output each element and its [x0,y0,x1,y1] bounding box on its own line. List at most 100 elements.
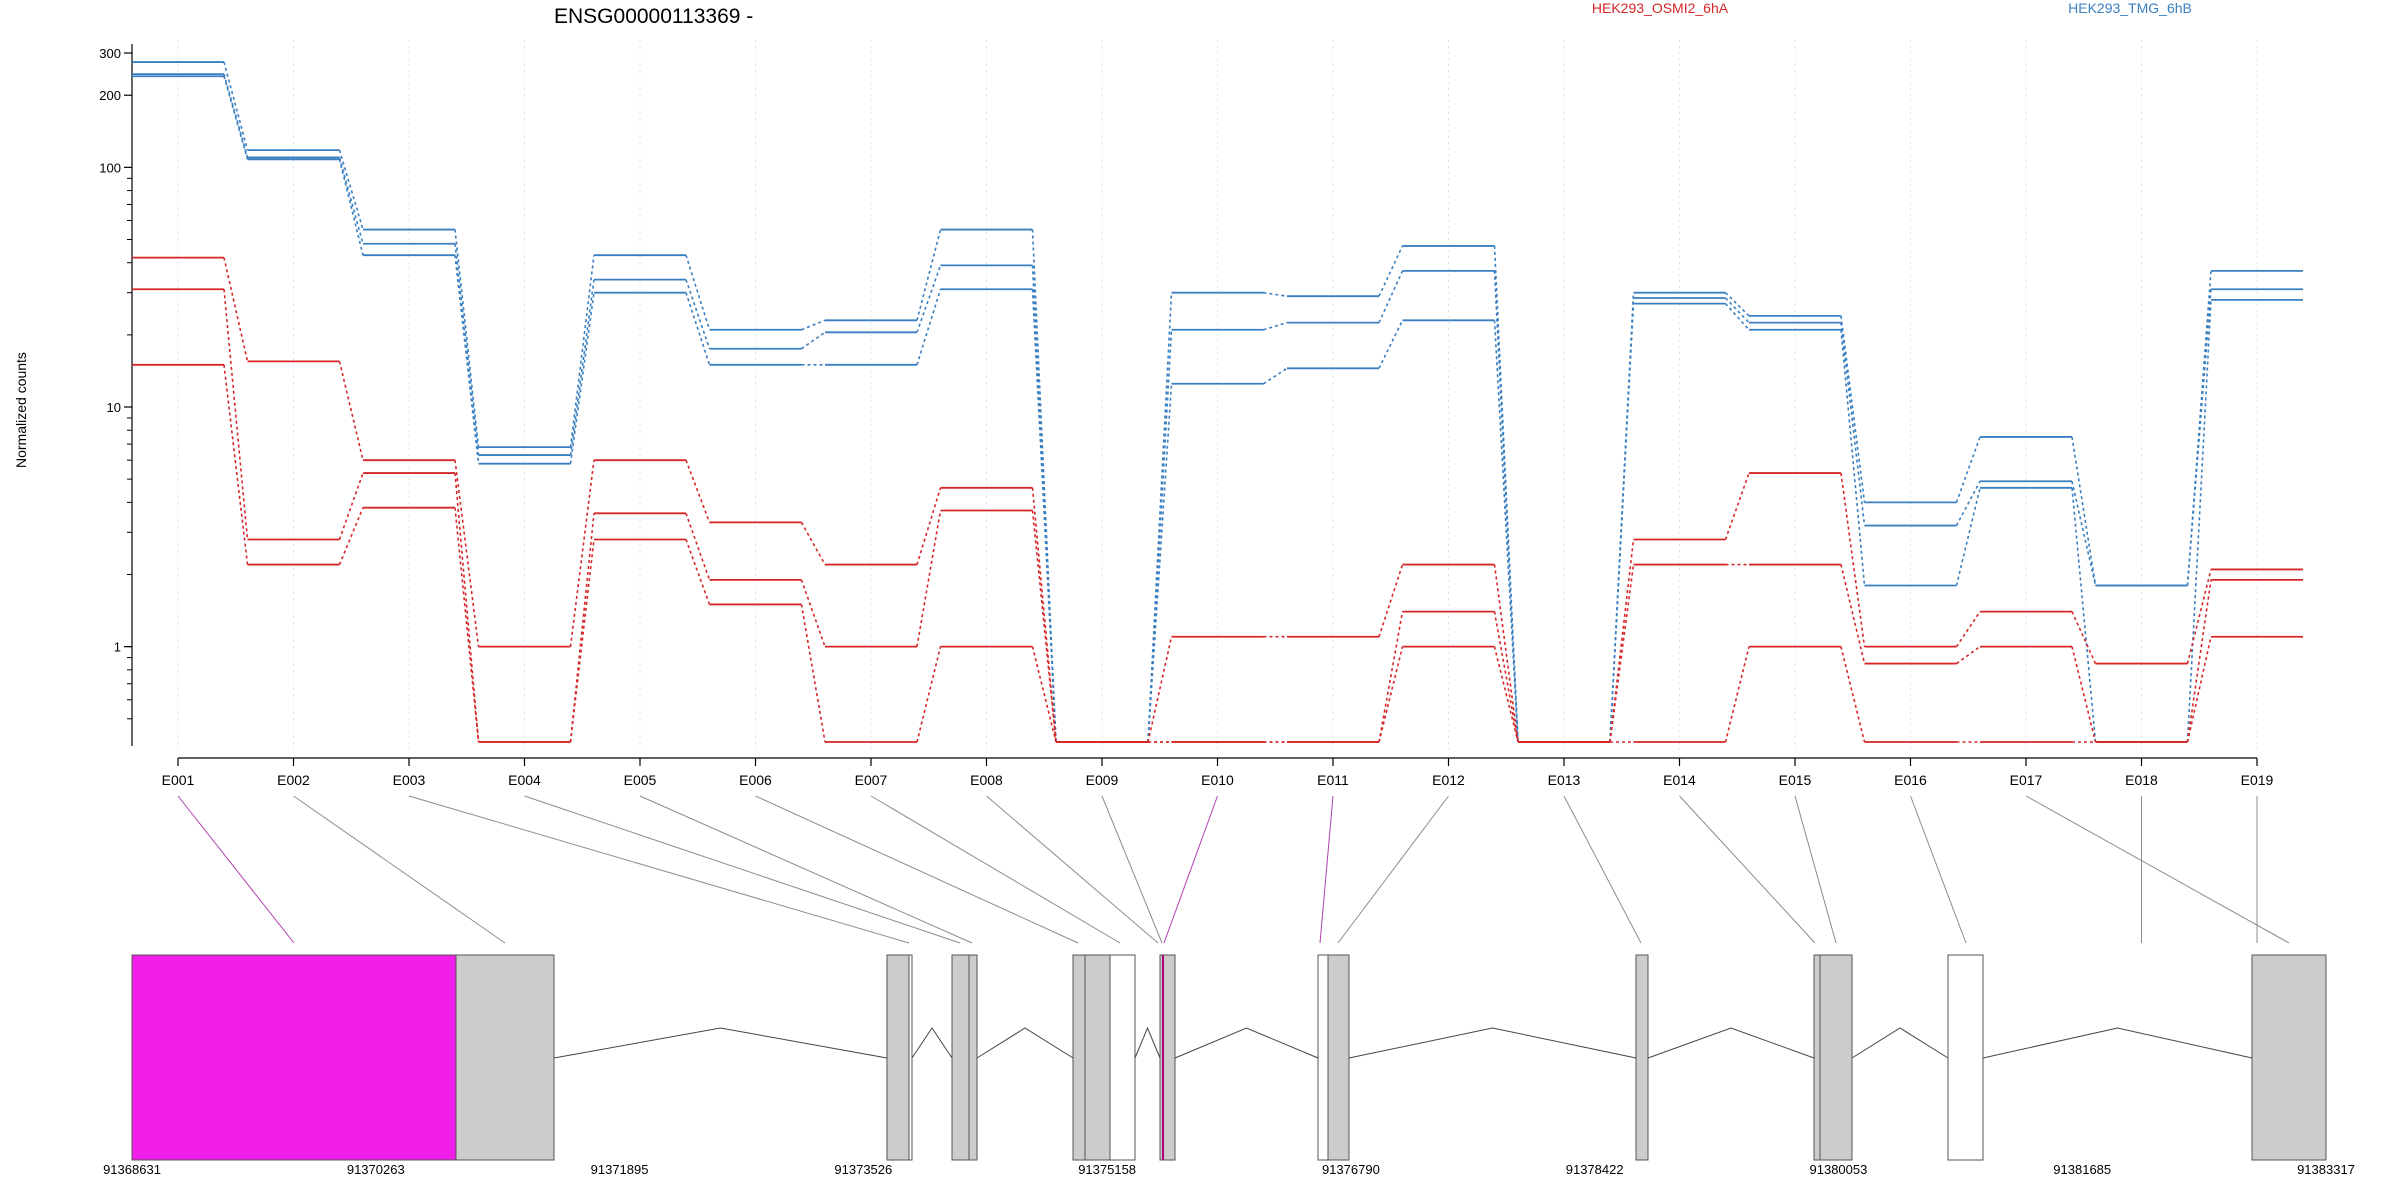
intron-line [553,1027,888,1059]
series-transition [1031,487,1057,743]
series-transition [800,579,826,647]
series-transition [801,319,826,331]
x-tick-label: E016 [1894,772,1927,788]
series-transition [1840,322,1866,526]
series-transition [2071,436,2097,586]
exon-connector [408,795,910,944]
series-transition [685,292,711,366]
exon-box [908,954,913,1161]
intron-line [1982,1027,2253,1059]
gene-model [131,954,2327,1161]
series-transition [338,149,364,230]
intron-line [976,1027,1074,1059]
exon-box [1109,954,1136,1161]
x-tick-label: E008 [970,772,1003,788]
series-transition [1955,487,1981,586]
series-transition [338,159,364,256]
series-transition [916,289,942,366]
series-transition [223,61,249,151]
series-transition [1378,611,1404,743]
exon-box [1327,954,1350,1161]
series-transition [1031,265,1057,743]
series-transition [2186,299,2212,743]
series-transition [338,507,364,565]
y-axis-label: Normalized counts [13,352,29,468]
series-transition [1840,472,1866,647]
series-transition [1724,472,1750,540]
exon-box [2251,954,2327,1161]
exon-box [455,954,555,1161]
series-transition [454,255,480,464]
series-transition [916,487,942,565]
y-tick-label: 100 [99,160,121,175]
intron-line [1647,1027,1815,1059]
coordinate-tick-label: 91381685 [2053,1162,2111,1177]
exon-connector [2025,795,2290,944]
x-axis: E001 E002 E003 E004 E005 E006 E007 E008 E009 E010… [162,757,2274,788]
intron-line [1174,1027,1319,1059]
series-transition [916,510,942,647]
series-transition [1378,245,1404,297]
coordinate-tick-label: 91376790 [1322,1162,1380,1177]
series-transition [916,646,942,743]
series-transition [1493,320,1519,743]
series-transition [2186,579,2212,743]
x-tick-label: E011 [1317,772,1349,788]
exon-connector [177,795,295,944]
series-line [132,75,2303,743]
exon-box [1947,954,1984,1161]
exon-box [1084,954,1111,1161]
coordinate-tick-label: 91368631 [103,1162,161,1177]
exon-box [1819,954,1853,1161]
series-transition [1493,270,1519,743]
intron-line [911,1027,953,1059]
exon-connector [1101,795,1163,944]
series-transition [1955,611,1981,648]
series-transition [1263,367,1288,385]
series-transition [1493,611,1519,743]
series-transition [1378,564,1404,637]
exon-connector [755,795,1079,944]
series-transition [2186,289,2212,586]
legend-label: HEK293_OSMI2_6hA [1592,0,1729,16]
intron-line [1134,1026,1161,1059]
series-transition [1724,303,1750,331]
x-tick-label: E007 [855,772,888,788]
exon-connector [639,795,973,944]
exon-box [968,954,978,1161]
coordinate-tick-label: 91378422 [1566,1162,1624,1177]
series-transition [1031,646,1057,743]
x-tick-label: E017 [2010,772,2043,788]
exon-box [1072,954,1086,1161]
series-transition [1724,297,1750,324]
y-tick-label: 300 [99,46,121,61]
x-tick-label: E003 [393,772,426,788]
series-transition [800,521,826,565]
y-tick-label: 10 [107,400,121,415]
series-transition [1724,292,1750,317]
exon-connector [1910,795,1967,944]
series-transition [916,229,942,321]
series-transition [1724,646,1750,743]
plot-area [132,61,2303,743]
coordinate-tick-label: 91373526 [834,1162,892,1177]
x-tick-label: E005 [624,772,657,788]
series-transition [1840,564,1866,664]
series-transition [1955,480,1981,526]
exon-connector [293,795,506,944]
series-transition [454,473,480,743]
exon-box [886,954,910,1161]
exon-box [1813,954,1821,1161]
x-tick-label: E006 [739,772,772,788]
x-tick-label: E019 [2241,772,2274,788]
chart-title: ENSG00000113369 - [554,5,753,28]
series-line [132,363,2303,743]
coordinate-tick-label: 91380053 [1810,1162,1868,1177]
series-transition [1493,564,1519,743]
series-transition [2071,487,2097,743]
series-transition [1609,303,1635,743]
series-transition [569,292,595,464]
series-transition [801,331,826,350]
series-transition [338,157,364,244]
